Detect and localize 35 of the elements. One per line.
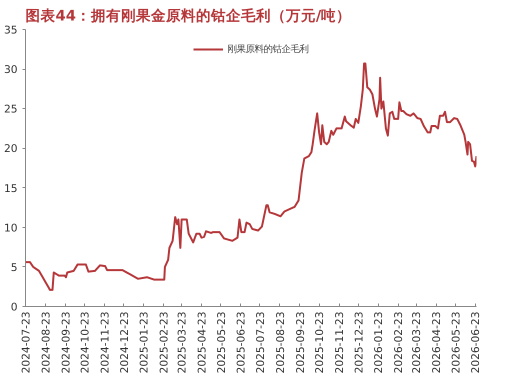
y-tick-label: 20 (4, 142, 18, 156)
y-tick-label: 15 (4, 182, 18, 195)
x-tick-label: 2025-03-23 (176, 311, 189, 374)
x-tick-label: 2024-12-23 (118, 311, 131, 374)
x-tick-label: 2026-03-23 (410, 311, 424, 374)
x-tick-label: 2025-02-23 (158, 311, 171, 374)
x-tick-label: 2025-05-23 (214, 311, 228, 374)
x-tick-label: 2025-12-23 (352, 311, 366, 374)
x-tick-label: 2025-04-23 (196, 311, 209, 374)
x-tick-label: 2024-08-23 (39, 311, 52, 374)
line-series (26, 62, 476, 291)
y-tick-label: 35 (4, 24, 18, 36)
x-tick-label: 2025-06-23 (234, 311, 248, 374)
x-tick-label: 2024-07-23 (20, 311, 32, 374)
x-tick-label: 2024-10-23 (78, 311, 92, 374)
x-tick-label: 2026-02-23 (392, 311, 406, 374)
y-tick-label: 25 (4, 102, 18, 116)
chart-title: 图表44：拥有刚果金原料的钴企毛利（万元/吨） (26, 8, 352, 24)
y-tick-label: 5 (10, 260, 18, 274)
x-tick-label: 2024-11-23 (98, 311, 112, 374)
x-tick-label: 2026-06-23 (469, 311, 482, 374)
y-tick-label: 30 (4, 63, 18, 76)
x-tick-label: 2026-05-23 (449, 311, 462, 374)
x-tick-label: 2025-07-23 (254, 311, 267, 374)
x-tick-label: 2026-01-23 (372, 311, 386, 374)
x-tick-label: 2026-04-23 (430, 311, 444, 374)
legend-label: 刚果原料的钴企毛利 (228, 42, 308, 56)
x-tick-label: 2025-01-23 (138, 311, 151, 374)
x-tick-label: 2025-08-23 (274, 311, 287, 374)
y-tick-label: 10 (4, 221, 18, 234)
x-tick-label: 2024-09-23 (59, 311, 72, 374)
x-tick-label: 2025-10-23 (313, 311, 326, 374)
y-tick-label: 0 (10, 300, 18, 314)
x-tick-label: 2025-09-23 (294, 311, 307, 374)
x-tick-label: 2025-11-23 (333, 311, 346, 374)
